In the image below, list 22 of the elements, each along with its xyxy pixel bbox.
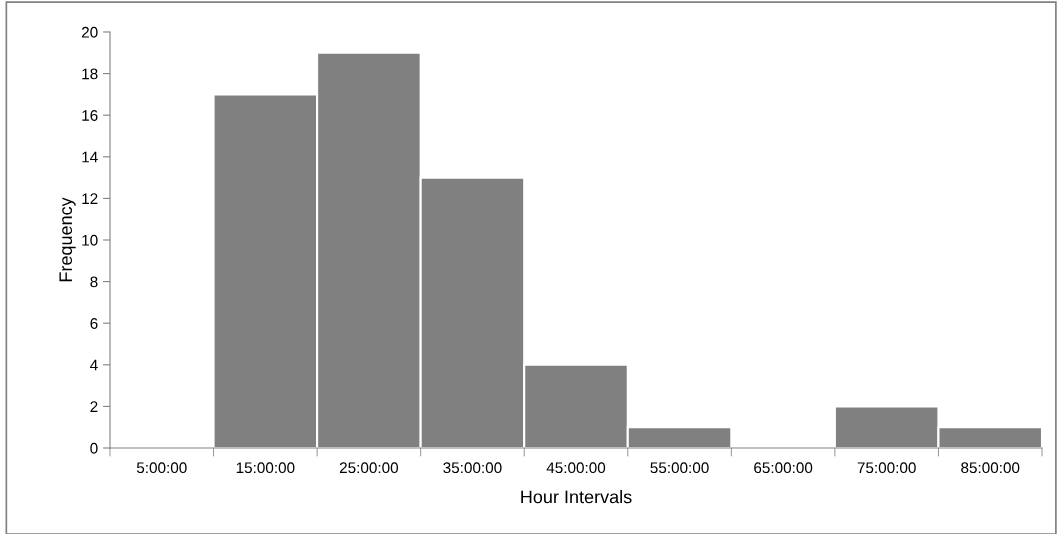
y-tick-label: 20 (81, 26, 98, 38)
x-tick-label: 45:00:00 (546, 462, 606, 474)
y-tick-label: 2 (90, 401, 98, 412)
y-tick-label: 14 (82, 151, 98, 163)
x-tick-label: 75:00:00 (857, 462, 916, 474)
x-tick-label: 55:00:00 (650, 462, 709, 474)
y-tick-label: 8 (90, 276, 98, 288)
x-tick-label: 5:00:00 (136, 462, 187, 474)
y-axis-title: Frequency (59, 197, 76, 282)
y-tick-label: 16 (82, 110, 98, 121)
y-tick-label: 12 (82, 193, 98, 204)
x-tick-label: 25:00:00 (339, 462, 399, 474)
x-tick-label: 65:00:00 (754, 462, 813, 474)
y-tick-label: 18 (82, 68, 98, 80)
y-tick-label: 10 (82, 234, 98, 246)
y-tick-label: 4 (90, 359, 98, 371)
x-tick-label: 85:00:00 (961, 462, 1020, 474)
x-axis-title: Hour Intervals (521, 490, 632, 504)
y-tick-label: 6 (90, 318, 98, 329)
x-tick-label: 35:00:00 (443, 462, 502, 474)
y-tick-label: 0 (90, 442, 98, 454)
x-tick-label: 15:00:00 (236, 462, 295, 474)
